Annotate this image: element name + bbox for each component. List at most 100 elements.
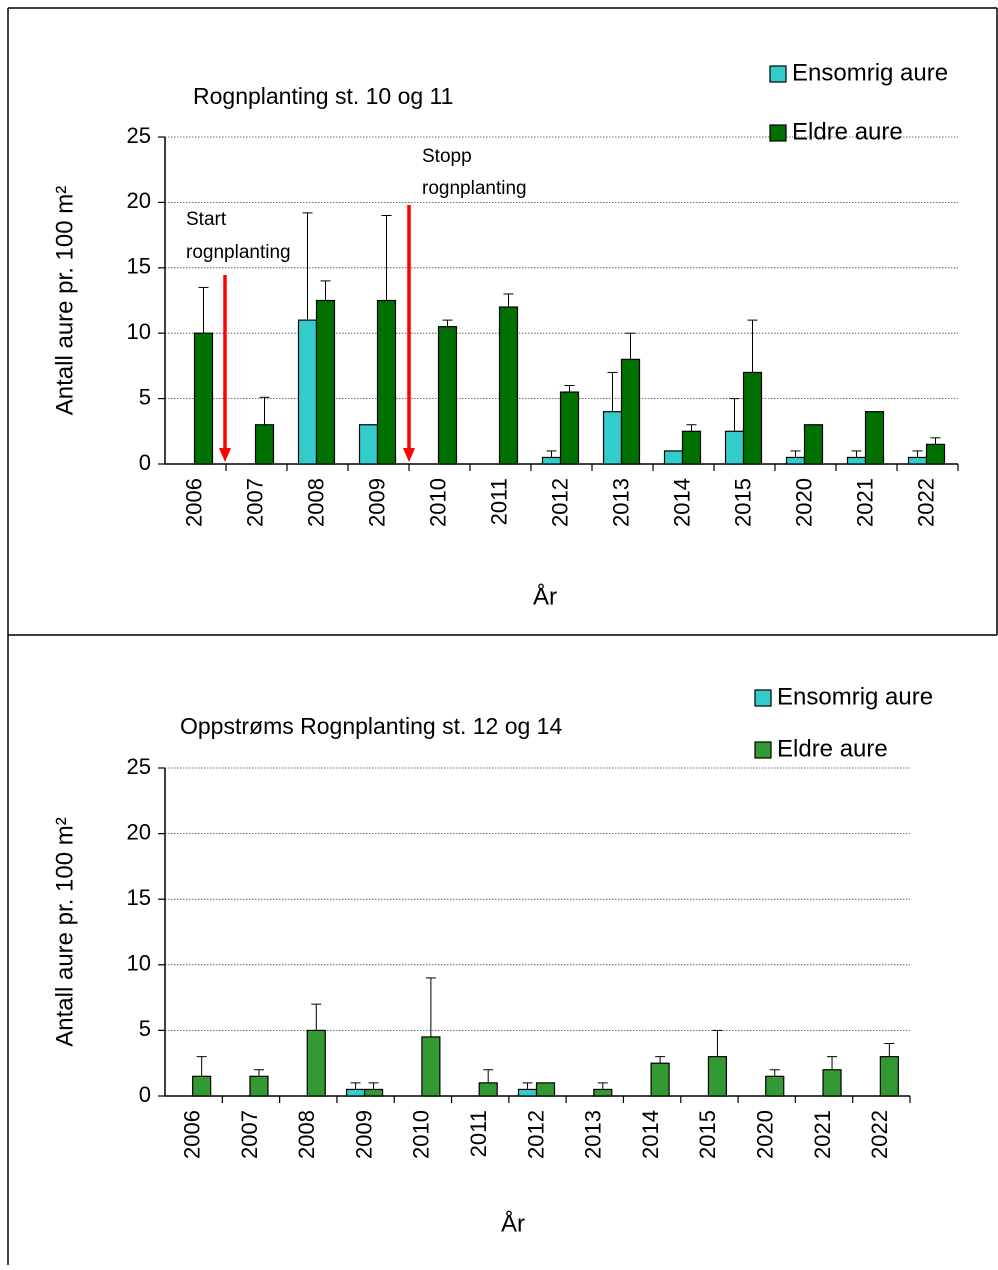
- x-tick-label: 2008: [303, 478, 328, 527]
- x-tick-label: 2022: [867, 1110, 892, 1159]
- x-axis-label: År: [533, 582, 557, 610]
- error-bar: [790, 450, 801, 458]
- error-bar: [503, 293, 514, 308]
- error-bar: [930, 437, 941, 445]
- bar: [358, 424, 379, 465]
- error-bar: [350, 1082, 361, 1090]
- legend-label: Ensomrig aure: [777, 683, 933, 710]
- error-bar: [655, 1056, 666, 1064]
- y-tick-label: 10: [127, 951, 151, 976]
- bar: [724, 430, 745, 465]
- bar: [742, 371, 763, 465]
- x-tick-label: 2010: [409, 1110, 434, 1159]
- bar: [315, 299, 336, 465]
- bar: [376, 299, 397, 465]
- legend-swatch: [754, 689, 772, 707]
- x-tick-label: 2009: [351, 1110, 376, 1159]
- y-axis-label: Antall aure pr. 100 m²: [51, 186, 78, 415]
- annotation: Stopp: [422, 146, 472, 167]
- y-tick-label: 25: [127, 123, 151, 148]
- bar: [254, 424, 275, 465]
- x-tick-label: 2014: [638, 1110, 663, 1159]
- annotation: rognplanting: [422, 178, 527, 199]
- x-tick-label: 2012: [547, 478, 572, 527]
- legend-swatch: [754, 741, 772, 759]
- error-bar: [425, 977, 436, 1037]
- error-bar: [259, 396, 270, 425]
- y-tick-label: 20: [127, 819, 151, 844]
- bar: [785, 456, 806, 465]
- error-bar: [483, 1069, 494, 1083]
- x-tick-label: 2011: [466, 1110, 491, 1157]
- bar: [593, 1088, 613, 1097]
- x-tick-label: 2015: [730, 478, 755, 527]
- x-tick-label: 2015: [695, 1110, 720, 1159]
- x-tick-label: 2022: [913, 478, 938, 527]
- x-axis-label: År: [501, 1209, 525, 1237]
- error-bar: [769, 1069, 780, 1077]
- legend-swatch: [769, 65, 787, 83]
- error-bar: [564, 385, 575, 393]
- y-tick-label: 5: [139, 1016, 151, 1041]
- bar: [559, 391, 580, 465]
- chart-title: Oppstrøms Rognplanting st. 12 og 14: [180, 713, 562, 739]
- x-tick-label: 2021: [810, 1110, 835, 1159]
- error-bar: [522, 1082, 533, 1090]
- error-bar: [607, 371, 618, 412]
- error-bar: [884, 1043, 895, 1057]
- bar: [907, 456, 928, 465]
- error-bar: [851, 450, 862, 458]
- bar: [925, 443, 946, 465]
- frame: [7, 7, 998, 1265]
- bar: [602, 411, 623, 465]
- bar: [846, 456, 867, 465]
- error-bar: [196, 1056, 207, 1077]
- annotation: Start: [186, 209, 227, 230]
- legend-label: Eldre aure: [777, 735, 888, 762]
- bar: [681, 430, 702, 465]
- bar: [345, 1088, 366, 1097]
- bar: [765, 1075, 785, 1097]
- error-bar: [712, 1029, 723, 1057]
- error-bar: [827, 1056, 838, 1070]
- error-bar: [311, 1003, 322, 1031]
- y-tick-label: 10: [127, 319, 151, 344]
- error-bar: [442, 319, 453, 327]
- x-tick-label: 2013: [581, 1110, 606, 1159]
- bar: [864, 411, 885, 465]
- x-tick-label: 2012: [523, 1110, 548, 1159]
- x-tick-label: 2008: [294, 1110, 319, 1159]
- error-bar: [198, 286, 209, 334]
- bar: [363, 1088, 384, 1097]
- error-bar: [320, 280, 331, 301]
- chart-title: Rognplanting st. 10 og 11: [193, 83, 453, 109]
- y-axis-label: Antall aure pr. 100 m²: [51, 817, 78, 1046]
- bar: [478, 1082, 498, 1097]
- error-bar: [253, 1069, 264, 1077]
- error-bar: [912, 450, 923, 458]
- error-bar: [546, 450, 557, 458]
- x-tick-label: 2014: [669, 478, 694, 527]
- error-bar: [381, 214, 392, 301]
- bar: [663, 450, 684, 465]
- arrow-head: [219, 448, 231, 462]
- x-tick-label: 2020: [753, 1110, 778, 1159]
- bar: [822, 1069, 842, 1097]
- bar: [297, 319, 318, 465]
- y-tick-label: 0: [139, 1082, 151, 1107]
- bar: [650, 1062, 670, 1097]
- x-tick-label: 2011: [486, 478, 511, 525]
- bar: [803, 424, 824, 465]
- bar: [707, 1056, 728, 1097]
- bar: [620, 358, 641, 465]
- legend-swatch: [769, 124, 787, 142]
- x-tick-label: 2020: [791, 478, 816, 527]
- y-tick-label: 15: [127, 885, 151, 910]
- bar: [541, 456, 562, 465]
- y-tick-label: 25: [127, 754, 151, 779]
- bar: [498, 306, 519, 465]
- x-tick-label: 2007: [242, 478, 267, 527]
- error-bar: [368, 1082, 379, 1090]
- x-tick-label: 2007: [237, 1110, 262, 1159]
